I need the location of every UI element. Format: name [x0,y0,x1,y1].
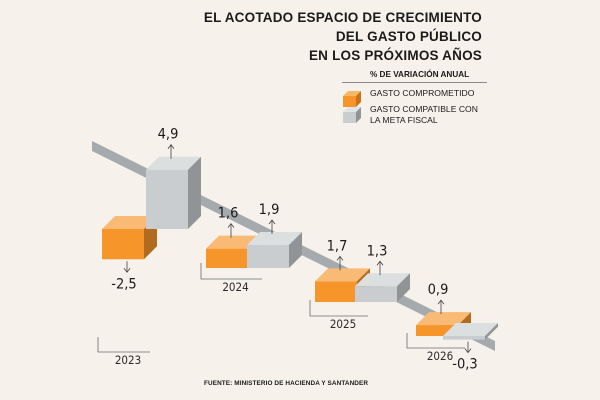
legend-item-compatible: GASTO COMPATIBLE CON LA META FISCAL [342,104,487,126]
year-bracket [97,337,150,353]
title-line-3: EN LOS PRÓXIMOS AÑOS [308,48,482,63]
source-note: FUENTE: MINISTERIO DE HACIENDA Y SANTAND… [204,380,369,387]
bar-front-face [443,336,485,340]
value-label: 1,9 [259,202,280,218]
value-arrow-head [437,299,445,305]
bar-top-face [416,312,471,326]
bar-side-face [485,323,498,340]
value-arrow-head [464,348,472,354]
bar-side-face [289,232,302,268]
bar-compatible-2026: -0,3 [443,323,498,373]
value-label: 0,9 [428,282,449,298]
year-bracket [406,333,465,349]
value-arrow-head [227,222,235,228]
legend-label-compatible-2: LA META FISCAL [370,115,438,125]
chart-title: EL ACOTADO ESPACIO DE CRECIMIENTO DEL GA… [204,8,482,65]
legend-item-comprometido: GASTO COMPROMETIDO [342,88,487,107]
value-arrow-head [123,268,131,273]
legend: % DE VARIACIÓN ANUAL GASTO COMPROMETIDO … [342,70,487,126]
year-label: 2024 [222,280,248,294]
bar-side-face [188,156,201,229]
value-arrow-head [268,219,276,225]
bar-front-face [206,248,248,268]
bar-compatible-2023: 4,9 [146,127,201,229]
legend-label-compatible-1: GASTO COMPATIBLE CON [370,104,478,114]
legend-swatch-orange [343,91,361,107]
legend-label-comprometido: GASTO COMPROMETIDO [370,88,475,98]
title-line-2: DEL GASTO PÚBLICO [335,29,482,44]
value-label: 1,7 [327,238,348,254]
bar-top-face [146,156,201,170]
value-label: -2,5 [111,276,136,292]
value-label: 1,3 [367,243,388,259]
bar-compatible-2025: 1,3 [355,243,410,302]
bar-top-face [315,268,370,282]
bar-top-face [102,216,157,229]
bar-front-face [315,281,357,302]
year-label: 2023 [115,353,141,367]
value-arrow-head [376,260,384,266]
value-label: 4,9 [158,127,179,143]
legend-swatch-gray [343,107,361,123]
bar-side-face [397,273,410,302]
year-label: 2025 [330,317,356,331]
year-bracket [309,300,368,317]
value-arrow-head [167,144,175,149]
bar-front-face [102,229,144,260]
bar-compatible-2024: 1,9 [247,202,302,268]
bar-front-face [146,169,188,229]
year-label: 2026 [427,349,453,363]
bar-top-face [443,323,498,336]
value-arrow-head [336,255,344,261]
bar-front-face [355,286,397,302]
bar-front-face [416,325,458,336]
bar-top-face [355,273,410,287]
bar-top-face [247,232,302,246]
bar-front-face [247,245,289,268]
value-label: -0,3 [452,357,477,373]
title-line-1: EL ACOTADO ESPACIO DE CRECIMIENTO [203,10,482,25]
year-bracket [200,263,262,280]
value-label: 1,6 [218,206,239,222]
legend-header: % DE VARIACIÓN ANUAL [342,70,487,83]
